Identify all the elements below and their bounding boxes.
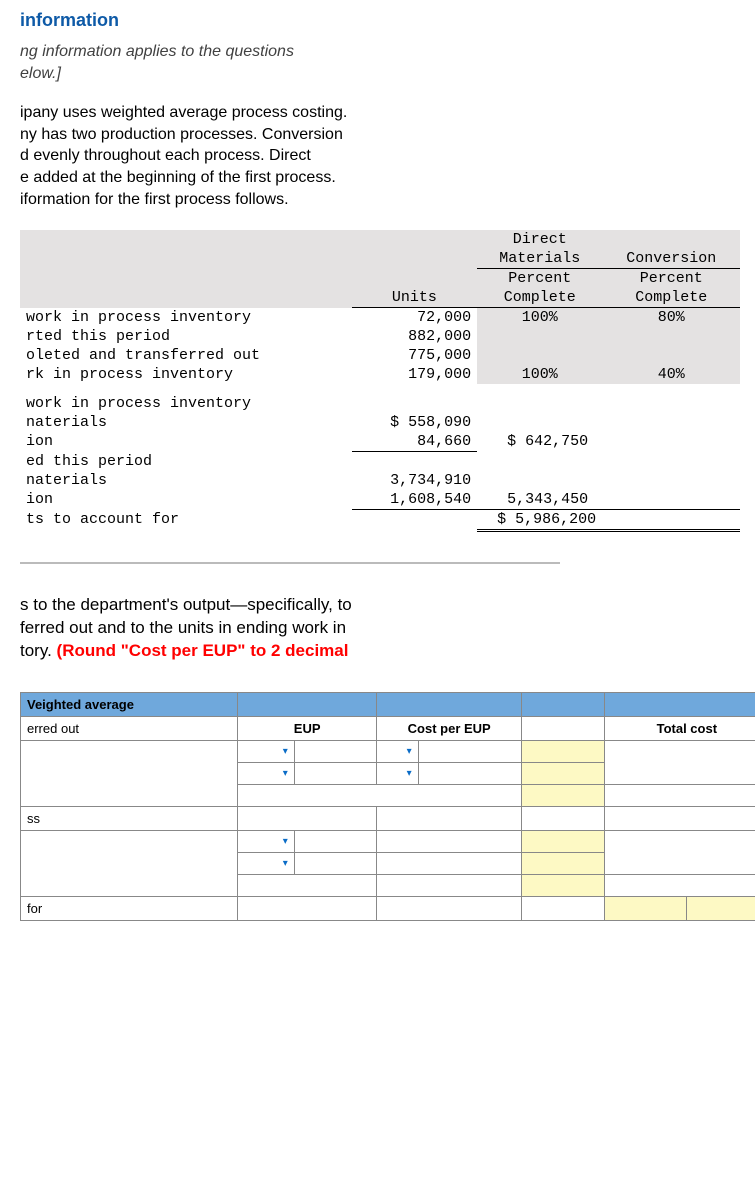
body-line-4: e added at the beginning of the first pr…	[20, 169, 336, 186]
input-cpe-1b[interactable]	[418, 741, 521, 763]
hdr-percent-2: Percent	[602, 269, 740, 289]
post-line-2: ferred out and to the units in ending wo…	[20, 618, 346, 637]
cost5-c2: $ 5,986,200	[477, 509, 740, 530]
input-eup-1a[interactable]	[237, 741, 294, 763]
body-line-5: iformation for the first process follows…	[20, 191, 289, 208]
problem-statement: ipany uses weighted average process cost…	[20, 102, 755, 210]
col-cost-per-eup: Cost per EUP	[377, 717, 522, 741]
answer-table-area: Veighted average erred out EUP Cost per …	[20, 692, 755, 921]
col-total-cost: Total cost	[604, 717, 755, 741]
hdr-complete-2: Complete	[602, 288, 740, 308]
input-eup-4b[interactable]	[294, 831, 377, 853]
row0-label: work in process inventory	[20, 308, 352, 328]
input-eup-4a[interactable]	[237, 831, 294, 853]
calc-sub-2	[522, 763, 605, 785]
intro-line-1: ng information applies to the questions	[20, 43, 294, 60]
input-eup-2b[interactable]	[294, 763, 377, 785]
input-cpe-1a[interactable]	[377, 741, 418, 763]
empty-row3-label	[21, 785, 238, 807]
calc-sub-6	[522, 875, 605, 897]
cost1-label: ion	[20, 432, 352, 452]
row3-cc: 40%	[602, 365, 740, 384]
input-cpe-2b[interactable]	[418, 763, 521, 785]
hdr-conversion: Conversion	[602, 249, 740, 269]
row-ss-label: ss	[21, 807, 238, 831]
row0-dm: 100%	[477, 308, 602, 328]
calc-total-b	[687, 897, 755, 921]
row2-label: oleted and transferred out	[20, 346, 352, 365]
body-line-3: d evenly throughout each process. Direct	[20, 147, 311, 164]
input-eup-2a[interactable]	[237, 763, 294, 785]
post-line-3a: tory.	[20, 641, 57, 660]
instruction-text: s to the department's output—specificall…	[20, 594, 755, 663]
row-erred-out-label: erred out	[21, 717, 238, 741]
cost-section-label: work in process inventory	[20, 394, 352, 413]
row1-label: rted this period	[20, 327, 352, 346]
answer-table: Veighted average erred out EUP Cost per …	[20, 692, 755, 921]
answer-header-main: Veighted average	[21, 693, 238, 717]
cost1-c2: $ 642,750	[477, 432, 740, 452]
cost5-label: ts to account for	[20, 509, 352, 530]
data-table: Direct Materials Conversion Percent Perc…	[20, 230, 740, 532]
body-line-1: ipany uses weighted average process cost…	[20, 104, 347, 121]
calc-sub-1	[522, 741, 605, 763]
row0-cc: 80%	[602, 308, 740, 328]
hdr-direct: Direct	[477, 230, 602, 249]
cost3-c1: 3,734,910	[352, 471, 477, 490]
divider	[20, 562, 560, 564]
row3-label: rk in process inventory	[20, 365, 352, 384]
calc-sub-3	[522, 785, 605, 807]
row1-units: 882,000	[352, 327, 477, 346]
col-eup: EUP	[237, 717, 376, 741]
cost4-label: ion	[20, 490, 352, 510]
hdr-materials: Materials	[477, 249, 602, 269]
row-for-label: for	[21, 897, 238, 921]
body-line-2: ny has two production processes. Convers…	[20, 126, 343, 143]
hdr-units: Units	[352, 288, 477, 308]
cost4-c2: 5,343,450	[477, 490, 740, 510]
intro-italic: ng information applies to the questions …	[20, 41, 755, 84]
empty-row2-label	[21, 763, 238, 785]
row3-dm: 100%	[477, 365, 602, 384]
page-heading: information	[20, 10, 755, 31]
row3-units: 179,000	[352, 365, 477, 384]
hdr-complete-1: Complete	[477, 288, 602, 308]
hdr-percent-1: Percent	[477, 269, 602, 289]
post-line-1: s to the department's output—specificall…	[20, 595, 352, 614]
calc-sub-4	[522, 831, 605, 853]
cost4-c1: 1,608,540	[352, 490, 477, 510]
intro-line-2: elow.]	[20, 65, 61, 82]
calc-total-a	[604, 897, 687, 921]
cost2-label: ed this period	[20, 452, 352, 471]
calc-sub-5	[522, 853, 605, 875]
input-cpe-2a[interactable]	[377, 763, 418, 785]
input-eup-1b[interactable]	[294, 741, 377, 763]
post-line-3b: (Round "Cost per EUP" to 2 decimal	[57, 641, 349, 660]
input-eup-5b[interactable]	[294, 853, 377, 875]
empty-row1-label	[21, 741, 238, 763]
cost3-label: naterials	[20, 471, 352, 490]
cost0-label: naterials	[20, 413, 352, 432]
input-eup-5a[interactable]	[237, 853, 294, 875]
row2-units: 775,000	[352, 346, 477, 365]
row0-units: 72,000	[352, 308, 477, 328]
cost1-c1: 84,660	[352, 432, 477, 452]
cost0-c1: $ 558,090	[352, 413, 477, 432]
